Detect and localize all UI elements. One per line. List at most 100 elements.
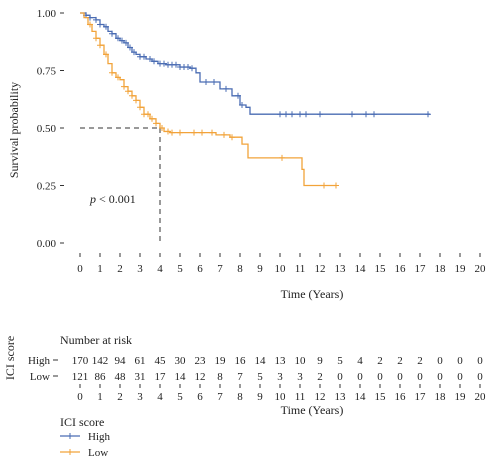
censor-mark-high	[115, 35, 121, 42]
legend-marker-low	[67, 449, 73, 455]
x-tick-label: 13	[335, 263, 347, 275]
censor-mark-high	[151, 58, 157, 65]
censor-mark-low	[229, 134, 235, 141]
risk-value: 121	[72, 371, 89, 383]
p-value-text: < 0.001	[99, 192, 136, 206]
x-tick-label: 5	[177, 263, 183, 275]
censor-mark-high	[363, 111, 369, 118]
censor-mark-low	[169, 129, 175, 136]
censor-mark-high	[425, 111, 431, 118]
x-tick-label: 19	[455, 263, 467, 275]
x-axis-title: Time (Years)	[281, 287, 344, 301]
censor-mark-high	[223, 85, 229, 92]
censor-mark-low	[103, 51, 109, 58]
risk-value: 0	[417, 371, 423, 383]
risk-value: 2	[377, 355, 383, 367]
risk-x-tick-label: 6	[197, 391, 203, 403]
censor-mark-low	[133, 97, 139, 104]
risk-table: High 170 142 94 61 45 30 23 19 16 14 13 10 9 5 4 2 2 2 0 0 0L…	[28, 355, 486, 403]
risk-value: 31	[135, 371, 146, 383]
y-axis-title: Survival probability	[7, 82, 21, 178]
censor-mark-high	[173, 61, 179, 68]
risk-x-tick-label: 12	[315, 391, 326, 403]
censor-mark-low	[199, 129, 205, 136]
x-tick-label: 10	[275, 263, 287, 275]
risk-x-tick-label: 19	[455, 391, 467, 403]
censor-mark-high	[119, 37, 125, 44]
censor-mark-low	[137, 104, 143, 111]
censor-mark-high	[131, 49, 137, 56]
x-axis: 0 1 2 3 4 5 6 7 8 9 10 11 12 13 14 15 16 17 18 19 20	[77, 253, 486, 275]
median-guides	[80, 127, 161, 243]
x-tick-label: 18	[435, 263, 447, 275]
x-tick-label: 8	[237, 263, 243, 275]
risk-x-tick-label: 0	[77, 391, 83, 403]
x-tick-label: 4	[157, 263, 163, 275]
risk-value: 3	[277, 371, 283, 383]
censor-mark-high	[189, 65, 195, 72]
risk-value: 10	[295, 355, 307, 367]
x-tick-label: 16	[395, 263, 407, 275]
risk-value: 0	[457, 355, 463, 367]
y-tick-label: 0.25	[37, 181, 57, 193]
risk-value: 19	[215, 355, 227, 367]
risk-value: 7	[237, 371, 243, 383]
censor-mark-high	[147, 56, 153, 62]
risk-x-tick-label: 15	[375, 391, 387, 403]
risk-value: 0	[377, 371, 383, 383]
y-tick-label: 0.00	[37, 238, 57, 250]
x-tick-label: 15	[375, 263, 387, 275]
risk-x-tick-label: 18	[435, 391, 447, 403]
legend: High Low	[60, 431, 111, 459]
censor-mark-low	[109, 69, 115, 76]
censor-mark-low	[221, 131, 227, 138]
risk-value: 0	[397, 371, 403, 383]
censor-mark-low	[209, 129, 215, 136]
censor-mark-low	[159, 125, 165, 131]
risk-x-tick-label: 8	[237, 391, 243, 403]
risk-row-label: High	[28, 355, 51, 367]
censor-mark-high	[93, 16, 99, 23]
censor-mark-low	[121, 83, 127, 90]
survival-curves	[80, 12, 431, 189]
risk-x-tick-label: 2	[117, 391, 123, 403]
risk-value: 3	[297, 371, 303, 383]
risk-x-tick-label: 13	[335, 391, 347, 403]
censor-mark-high	[203, 79, 209, 85]
p-value-annotation: p < 0.001	[89, 192, 136, 206]
censor-mark-low	[97, 42, 103, 49]
risk-value: 13	[275, 355, 287, 367]
censor-mark-high	[235, 92, 241, 99]
x-tick-label: 6	[197, 263, 203, 275]
x-tick-label: 12	[315, 263, 326, 275]
risk-x-tick-label: 11	[295, 391, 306, 403]
censor-mark-high	[161, 60, 167, 67]
censor-mark-high	[185, 64, 191, 71]
censor-mark-high	[317, 111, 323, 118]
x-tick-label: 11	[295, 263, 306, 275]
x-tick-label: 20	[475, 263, 487, 275]
censor-mark-low	[145, 111, 151, 118]
risk-value: 94	[115, 355, 127, 367]
legend-marker-high	[67, 433, 73, 439]
risk-x-tick-label: 4	[157, 391, 163, 403]
risk-value: 0	[477, 355, 483, 367]
y-tick-label: 0.50	[37, 123, 57, 135]
risk-value: 14	[175, 371, 187, 383]
risk-value: 14	[255, 355, 267, 367]
censor-mark-low	[149, 115, 155, 122]
risk-x-tick-label: 9	[257, 391, 263, 403]
censor-mark-high	[239, 102, 245, 108]
y-axis: 0.00 0.25 0.50 0.75 1.00	[37, 8, 64, 250]
censor-mark-high	[141, 53, 147, 60]
legend-label-high: High	[88, 431, 111, 443]
risk-value: 142	[92, 355, 109, 367]
censor-mark-high	[277, 111, 283, 118]
risk-x-tick-label: 5	[177, 391, 183, 403]
risk-value: 30	[175, 355, 187, 367]
p-value-symbol: p	[89, 192, 96, 206]
censor-mark-high	[297, 111, 303, 118]
x-tick-label: 3	[137, 263, 143, 275]
censor-mark-low	[191, 129, 197, 136]
